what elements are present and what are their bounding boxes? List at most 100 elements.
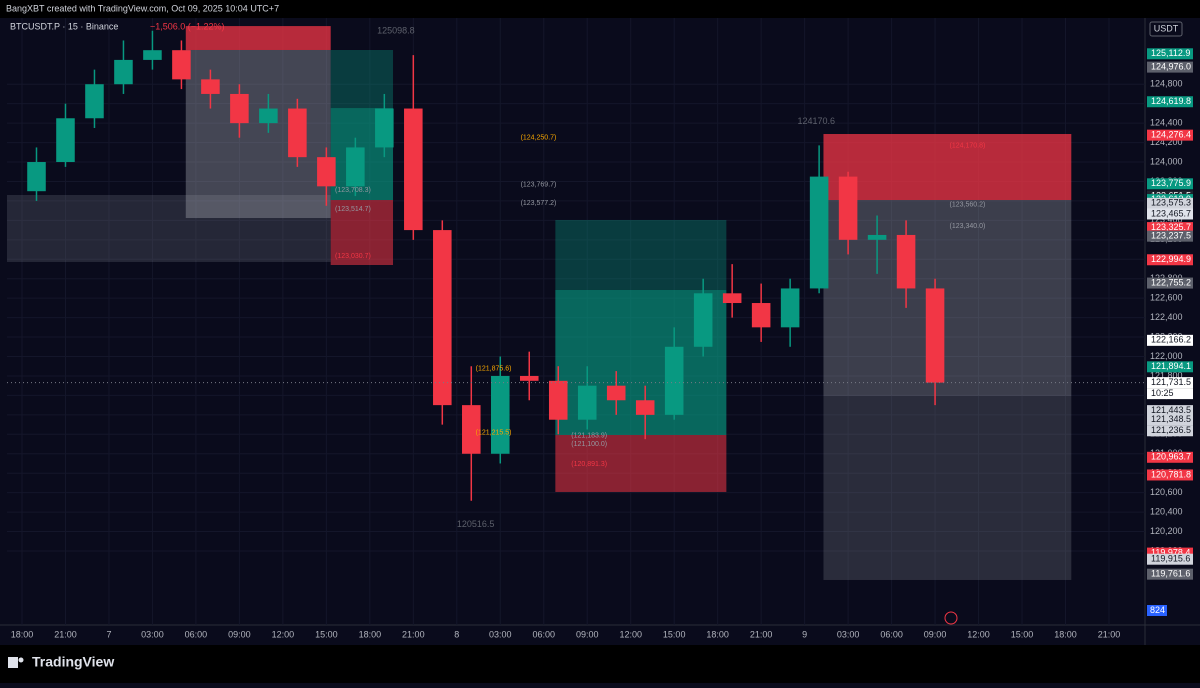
candle-body <box>664 346 684 415</box>
logo-mark <box>8 657 18 668</box>
header-bar <box>0 0 1200 18</box>
candle-body <box>519 375 539 381</box>
zone <box>823 200 1072 396</box>
zone <box>823 134 1072 201</box>
candle-body <box>577 385 597 420</box>
price-tag-label: 121,443.5 <box>1151 405 1191 415</box>
currency[interactable]: USDT <box>1154 23 1179 33</box>
zone <box>555 219 727 290</box>
price-tag <box>1147 230 1193 242</box>
box-label: (121,875.6) <box>476 365 512 372</box>
box-label: (123,030.7) <box>335 253 371 260</box>
y-tick-label: 120,200 <box>1150 526 1183 536</box>
x-tick-label: 06:00 <box>532 629 555 639</box>
price-tag-label: 123,237.5 <box>1151 231 1191 241</box>
price-tag <box>1147 553 1193 565</box>
x-tick-label: 06:00 <box>185 629 208 639</box>
price-tag-label: 121,731.5 <box>1151 377 1191 387</box>
x-tick-label: 12:00 <box>967 629 990 639</box>
price-tag-label: 120,781.8 <box>1151 469 1191 479</box>
y-tick-label: 123,400 <box>1150 215 1183 225</box>
alert-icon[interactable] <box>944 611 958 625</box>
zone <box>7 194 331 262</box>
logo[interactable]: TradingView <box>8 654 114 670</box>
box-label: (123,340.0) <box>950 223 986 230</box>
price-tag <box>1147 254 1193 266</box>
price-tag-label: 123,775.9 <box>1151 178 1191 188</box>
price-tag <box>1147 96 1193 108</box>
price-tag-label: 121,894.1 <box>1151 361 1191 371</box>
price-tag <box>1147 377 1193 389</box>
volume-tag-label: 824 <box>1150 605 1165 615</box>
price-tag <box>1147 425 1193 437</box>
box-label: (120,891.3) <box>571 461 607 468</box>
x-tick-label: 03:00 <box>489 629 512 639</box>
x-tick-label: 18:00 <box>706 629 729 639</box>
box-label: (121,183.9) <box>571 433 607 440</box>
candle-body <box>56 118 75 163</box>
price-tag-label: 119,915.6 <box>1151 554 1190 564</box>
box-label: (124,250.7) <box>521 134 557 141</box>
price-tag <box>1147 451 1193 463</box>
zone <box>330 49 394 109</box>
y-tick-label: 122,000 <box>1150 351 1183 361</box>
x-tick-label: 09:00 <box>576 629 599 639</box>
candle-body <box>143 50 162 60</box>
change: −1,506.0 (−1.22%) <box>150 21 225 31</box>
price-tag <box>1147 197 1193 209</box>
currency-box[interactable] <box>1149 21 1183 37</box>
y-tick-label: 121,800 <box>1150 370 1183 380</box>
x-tick-label: 21:00 <box>402 629 425 639</box>
candle-body <box>780 288 800 328</box>
header: BangXBT created with TradingView.com, Oc… <box>6 3 279 13</box>
candle-body <box>722 293 742 304</box>
volume-tag <box>1147 605 1167 616</box>
countdown-box <box>1147 388 1193 400</box>
candle-body <box>201 79 220 94</box>
candle-body <box>317 157 336 187</box>
box-label: (121,215.5) <box>476 430 512 437</box>
price-tag <box>1147 129 1193 141</box>
candle-body <box>230 93 249 124</box>
x-tick-label: 18:00 <box>359 629 382 639</box>
box-label: (123,769.7) <box>521 181 557 188</box>
box-label: (121,100.0) <box>571 441 607 448</box>
candle-body <box>896 234 916 289</box>
price-tag <box>1147 48 1193 60</box>
x-tick-label: 12:00 <box>619 629 642 639</box>
extreme-label: 124170.6 <box>797 116 835 126</box>
x-tick-label: 18:00 <box>11 629 34 639</box>
zone <box>330 200 394 266</box>
y-tick-label: 120,600 <box>1150 487 1183 497</box>
price-tag-label: 123,465.7 <box>1151 208 1191 218</box>
x-tick-label: 03:00 <box>837 629 860 639</box>
price-tag-label: 121,236.5 <box>1151 425 1191 435</box>
zone <box>185 26 331 50</box>
price-tag-label: 123,325.7 <box>1151 222 1191 232</box>
x-tick-label: 21:00 <box>1098 629 1121 639</box>
price-tag-label: 124,276.4 <box>1151 130 1191 140</box>
logo-mark <box>18 657 24 663</box>
candle-body <box>462 405 481 454</box>
candle-body <box>838 176 858 240</box>
x-tick-label: 09:00 <box>924 629 947 639</box>
candle-body <box>925 288 945 383</box>
y-tick-label: 122,600 <box>1150 293 1183 303</box>
brand[interactable]: TradingView <box>32 654 114 670</box>
candle-body <box>85 84 104 119</box>
price-tag <box>1147 334 1193 346</box>
plot: (124,250.7) (123,769.7) (123,577.2) (123,70… <box>7 18 1145 625</box>
price-tag-label: 124,976.0 <box>1151 61 1191 71</box>
extreme-label: 120516.5 <box>457 519 495 529</box>
zone <box>555 434 727 492</box>
price-tag-label: 124,619.8 <box>1151 96 1191 106</box>
x-tick-label: 21:00 <box>54 629 77 639</box>
candle-body <box>635 400 655 415</box>
price-tag <box>1147 361 1193 373</box>
symbol: BTCUSDT.P · 15 · Binance <box>10 21 118 31</box>
price-tag <box>1147 222 1193 234</box>
candle-body <box>172 50 191 80</box>
candle-body <box>867 234 887 240</box>
